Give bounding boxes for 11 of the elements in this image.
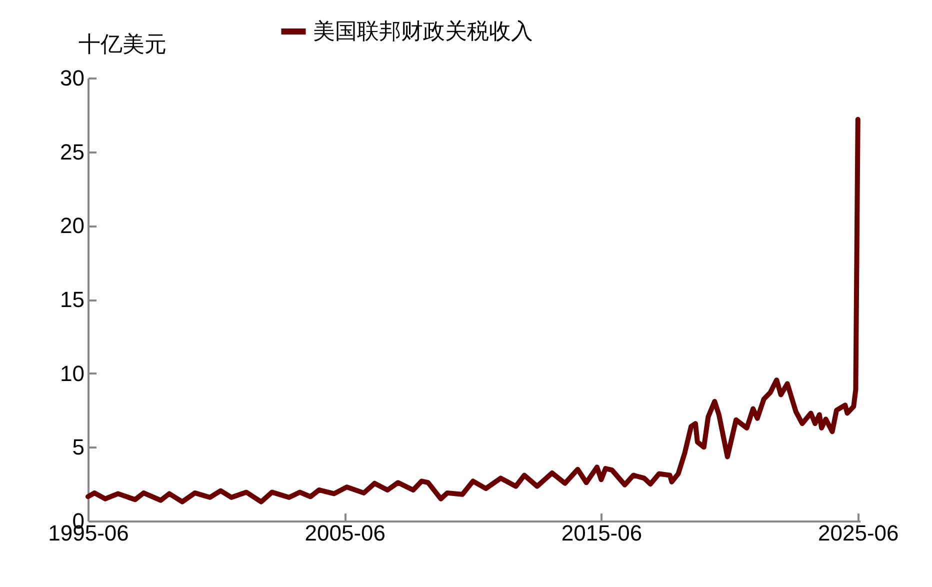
legend-label: 美国联邦财政关税收入 [313, 18, 533, 44]
y-tick-label: 20 [60, 213, 84, 238]
y-tick-label: 10 [60, 360, 84, 386]
x-tick-label: 2005-06 [304, 520, 386, 546]
y-tick-label: 25 [60, 139, 84, 164]
x-tick-label: 2025-06 [818, 520, 899, 546]
y-tick-label: 15 [60, 287, 84, 312]
y-tick-label: 30 [60, 66, 84, 90]
x-tick-label: 2015-06 [561, 520, 642, 546]
y-axis-title: 十亿美元 [78, 32, 166, 56]
y-tick-label: 5 [72, 434, 84, 460]
